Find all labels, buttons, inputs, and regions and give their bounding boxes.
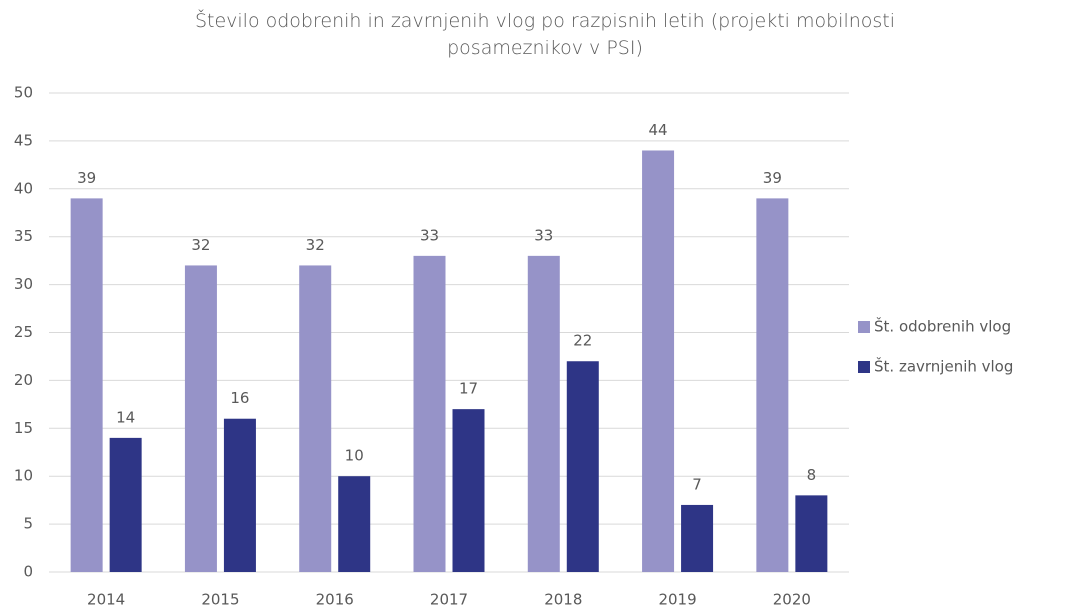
bar bbox=[109, 437, 142, 572]
x-tick-label: 2018 bbox=[544, 591, 582, 607]
y-tick-label: 30 bbox=[14, 275, 33, 293]
bar bbox=[566, 361, 599, 572]
data-label: 7 bbox=[692, 475, 702, 493]
data-label: 33 bbox=[420, 226, 439, 244]
data-label: 22 bbox=[573, 332, 592, 350]
data-label: 39 bbox=[77, 169, 96, 187]
data-label: 17 bbox=[459, 380, 478, 398]
bar bbox=[223, 418, 256, 572]
data-label: 32 bbox=[306, 236, 325, 254]
y-tick-label: 5 bbox=[23, 515, 33, 533]
chart-title: Število odobrenih in zavrnjenih vlog po … bbox=[194, 10, 896, 59]
x-tick-label: 2020 bbox=[773, 591, 811, 607]
legend-label: Št. odobrenih vlog bbox=[874, 317, 1011, 336]
y-tick-label: 35 bbox=[14, 227, 33, 245]
x-tick-label: 2019 bbox=[658, 591, 696, 607]
bar bbox=[756, 198, 789, 572]
x-tick-label: 2016 bbox=[316, 591, 354, 607]
legend-swatch bbox=[858, 321, 870, 333]
bar bbox=[642, 150, 675, 573]
y-tick-label: 10 bbox=[14, 467, 33, 485]
y-tick-label: 20 bbox=[14, 371, 33, 389]
legend-label: Št. zavrnjenih vlog bbox=[874, 357, 1013, 376]
x-tick-label: 2015 bbox=[201, 591, 239, 607]
data-label: 8 bbox=[807, 466, 817, 484]
x-tick-label: 2014 bbox=[87, 591, 125, 607]
bar bbox=[184, 265, 217, 572]
bar bbox=[70, 198, 103, 572]
data-label: 10 bbox=[345, 447, 364, 465]
bar bbox=[452, 409, 485, 572]
bar bbox=[681, 504, 714, 572]
bar bbox=[299, 265, 332, 572]
data-label: 32 bbox=[191, 236, 210, 254]
bar bbox=[413, 255, 446, 573]
y-tick-label: 25 bbox=[14, 323, 33, 341]
y-tick-label: 15 bbox=[14, 419, 33, 437]
y-tick-label: 40 bbox=[14, 179, 33, 197]
data-label: 39 bbox=[763, 169, 782, 187]
y-tick-label: 45 bbox=[14, 131, 33, 149]
data-label: 44 bbox=[649, 121, 668, 139]
x-tick-label: 2017 bbox=[430, 591, 468, 607]
bar bbox=[795, 495, 828, 572]
bar bbox=[527, 255, 560, 573]
data-label: 16 bbox=[230, 389, 249, 407]
y-tick-label: 50 bbox=[14, 84, 33, 102]
bar bbox=[338, 476, 371, 572]
y-tick-label: 0 bbox=[23, 563, 33, 581]
data-label: 33 bbox=[534, 226, 553, 244]
data-label: 14 bbox=[116, 408, 135, 426]
legend-swatch bbox=[858, 361, 870, 373]
